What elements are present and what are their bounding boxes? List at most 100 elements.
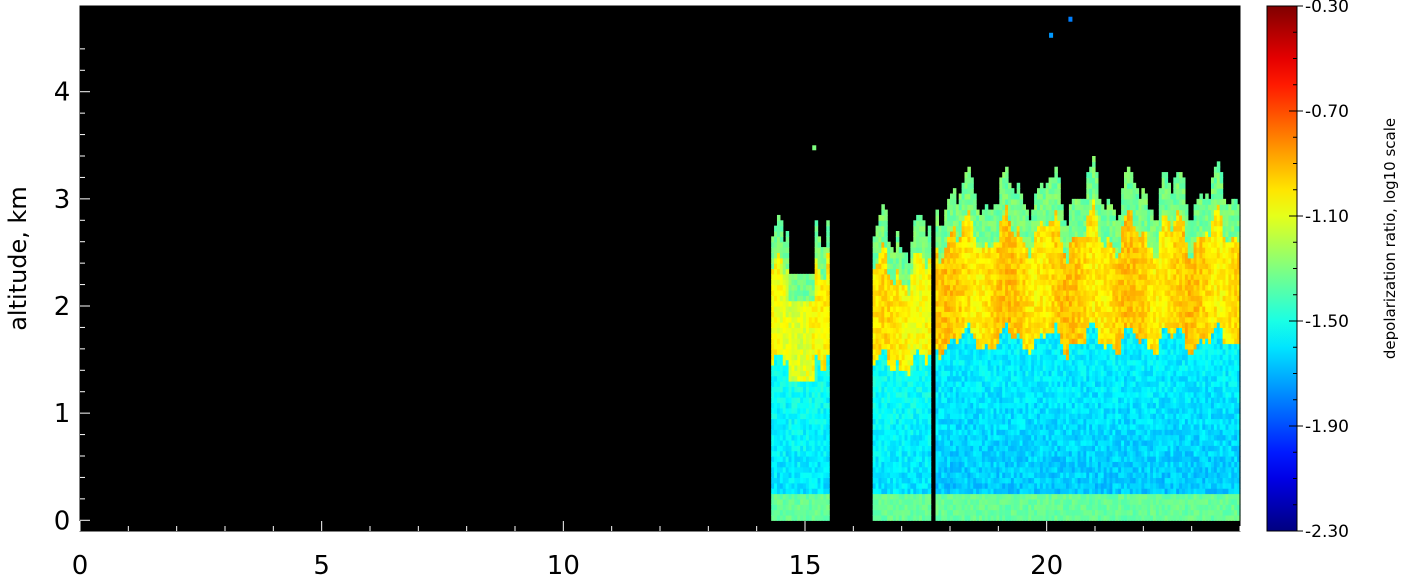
heatmap-cell (1028, 295, 1032, 302)
heatmap-cell (964, 209, 968, 216)
heatmap-cell (907, 359, 911, 366)
heatmap-cell (984, 316, 989, 323)
heatmap-cell (771, 445, 775, 452)
heatmap-cell (1054, 375, 1058, 382)
heatmap-cell (1013, 284, 1018, 291)
heatmap-cell (1048, 509, 1053, 516)
heatmap-cell (1034, 295, 1038, 302)
heatmap-cell (817, 488, 822, 495)
heatmap-cell (1037, 509, 1041, 516)
heatmap-cell (961, 252, 966, 259)
heatmap-cell (1045, 338, 1050, 345)
heatmap-cell (916, 364, 920, 371)
heatmap-cell (976, 295, 980, 302)
heatmap-cell (820, 493, 824, 500)
heatmap-cell (1025, 477, 1029, 484)
heatmap-cell (999, 300, 1003, 307)
heatmap-cell (955, 472, 960, 479)
heatmap-cell (805, 504, 810, 511)
heatmap-cell (987, 257, 992, 264)
heatmap-cell (919, 273, 923, 280)
heatmap-cell (996, 354, 1000, 361)
heatmap-cell (996, 466, 1000, 473)
heatmap-cell (875, 241, 880, 248)
heatmap-cell (811, 284, 816, 291)
heatmap-cell (1005, 493, 1009, 500)
heatmap-cell (1045, 300, 1050, 307)
heatmap-cell (1037, 514, 1041, 521)
heatmap-cell (878, 332, 882, 339)
heatmap-cell (947, 450, 951, 457)
heatmap-cell (999, 204, 1003, 211)
heatmap-cell (955, 279, 960, 286)
heatmap-cell (904, 445, 909, 452)
heatmap-cell (904, 295, 909, 302)
heatmap-cell (984, 284, 989, 291)
heatmap-cell (1048, 252, 1053, 259)
heatmap-cell (1010, 241, 1015, 248)
heatmap-cell (820, 364, 824, 371)
heatmap-cell (993, 273, 997, 280)
heatmap-cell (913, 311, 917, 318)
heatmap-cell (955, 263, 960, 270)
heatmap-cell (878, 241, 882, 248)
heatmap-cell (1071, 397, 1076, 404)
heatmap-cell (884, 504, 888, 511)
heatmap-cell (979, 450, 983, 457)
heatmap-cell (814, 466, 819, 473)
heatmap-cell (958, 386, 963, 393)
heatmap-cell (952, 306, 957, 312)
heatmap-cell (1057, 214, 1061, 221)
heatmap-cell (1042, 456, 1047, 462)
heatmap-cell (984, 381, 989, 387)
heatmap-cell (826, 263, 830, 270)
heatmap-cell (1034, 322, 1038, 329)
heatmap-cell (791, 375, 795, 382)
heatmap-cell (771, 300, 775, 307)
heatmap-cell (1051, 343, 1055, 350)
heatmap-cell (955, 257, 960, 264)
heatmap-cell (996, 477, 1000, 484)
heatmap-cell (955, 284, 960, 291)
heatmap-cell (890, 402, 894, 409)
heatmap-cell (907, 429, 911, 436)
heatmap-cell (935, 257, 939, 264)
heatmap-cell (1028, 220, 1032, 227)
heatmap-cell (901, 386, 906, 393)
heatmap-cell (1037, 300, 1041, 307)
heatmap-cell (803, 439, 807, 446)
heatmap-cell (887, 311, 891, 318)
heatmap-cell (881, 439, 885, 446)
heatmap-cell (776, 263, 781, 270)
heatmap-cell (1034, 332, 1038, 339)
heatmap-cell (782, 257, 787, 264)
heatmap-cell (826, 493, 830, 500)
heatmap-cell (984, 477, 989, 484)
heatmap-cell (892, 306, 897, 312)
heatmap-cell (1028, 364, 1032, 371)
heatmap-cell (921, 295, 926, 302)
heatmap-cell (1054, 418, 1058, 425)
heatmap-cell (1063, 407, 1067, 414)
heatmap-cell (1037, 231, 1041, 237)
heatmap-cell (981, 327, 986, 334)
heatmap-cell (1042, 423, 1047, 430)
heatmap-cell (1060, 375, 1064, 382)
heatmap-cell (1010, 322, 1015, 329)
heatmap-cell (944, 397, 948, 404)
heatmap-cell (1071, 322, 1076, 329)
heatmap-cell (1019, 322, 1024, 329)
heatmap-cell (961, 220, 966, 227)
heatmap-cell (1010, 300, 1015, 307)
heatmap-cell (1051, 375, 1055, 382)
heatmap-cell (990, 236, 995, 243)
heatmap-cell (1037, 488, 1041, 495)
heatmap-cell (895, 418, 900, 425)
heatmap-cell (1031, 498, 1035, 505)
heatmap-cell (1008, 397, 1012, 404)
heatmap-cell (907, 461, 911, 468)
heatmap-cell (907, 375, 911, 382)
heatmap-cell (944, 488, 948, 495)
heatmap-cell (952, 322, 957, 329)
heatmap-cell (1013, 279, 1018, 286)
